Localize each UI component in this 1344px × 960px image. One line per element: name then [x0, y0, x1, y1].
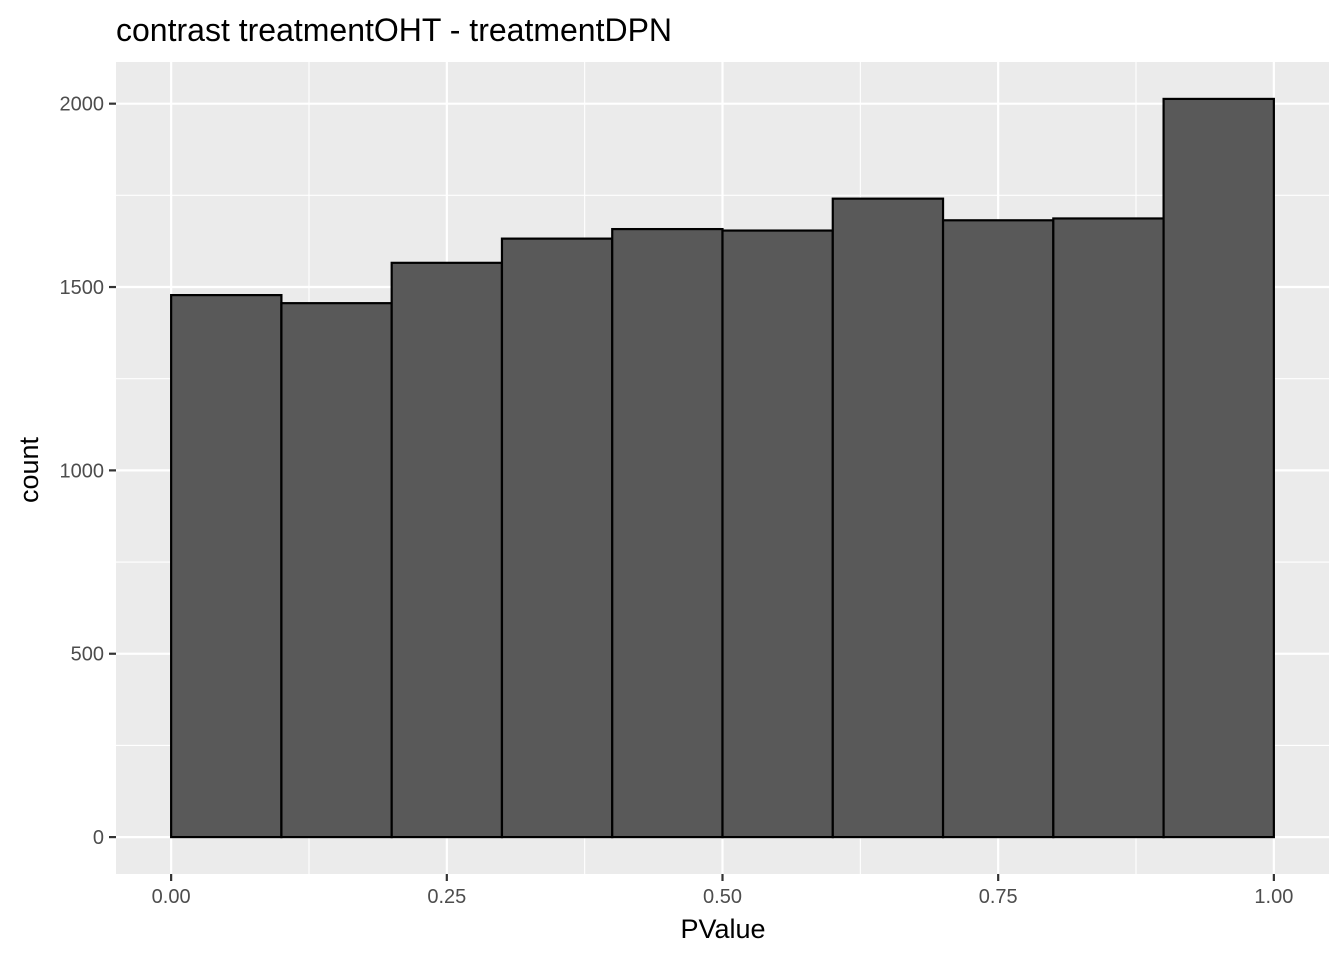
histogram-bar — [1052, 217, 1165, 839]
y-tick-label: 0 — [93, 827, 104, 849]
x-axis: 0.00 0.25 0.50 0.75 1.00 — [152, 874, 1293, 908]
x-tick-label: 0.25 — [427, 886, 466, 908]
histogram-bar — [280, 302, 393, 839]
histogram-bar — [831, 197, 945, 839]
x-tick-label: 0.50 — [703, 886, 742, 908]
x-tick-label: 1.00 — [1254, 886, 1293, 908]
histogram-bar — [390, 261, 504, 839]
chart-title: contrast treatmentOHT - treatmentDPN — [116, 12, 672, 48]
y-tick-label: 2000 — [60, 94, 105, 116]
y-axis: 0 500 1000 1500 2000 — [60, 94, 116, 849]
histogram-bar — [170, 293, 283, 839]
x-tick-label: 0.00 — [152, 886, 191, 908]
y-axis-title: count — [14, 436, 44, 503]
histogram-bar — [611, 227, 724, 839]
histogram-bar — [1162, 97, 1275, 839]
x-tick-label: 0.75 — [979, 886, 1018, 908]
y-tick-label: 1000 — [60, 460, 105, 482]
histogram-bars — [170, 97, 1275, 839]
histogram-bar — [941, 219, 1055, 839]
histogram-bar — [500, 237, 614, 839]
y-tick-label: 500 — [71, 644, 104, 666]
x-axis-title: PValue — [680, 914, 765, 944]
y-tick-label: 1500 — [60, 277, 105, 299]
histogram-bar — [721, 229, 834, 839]
